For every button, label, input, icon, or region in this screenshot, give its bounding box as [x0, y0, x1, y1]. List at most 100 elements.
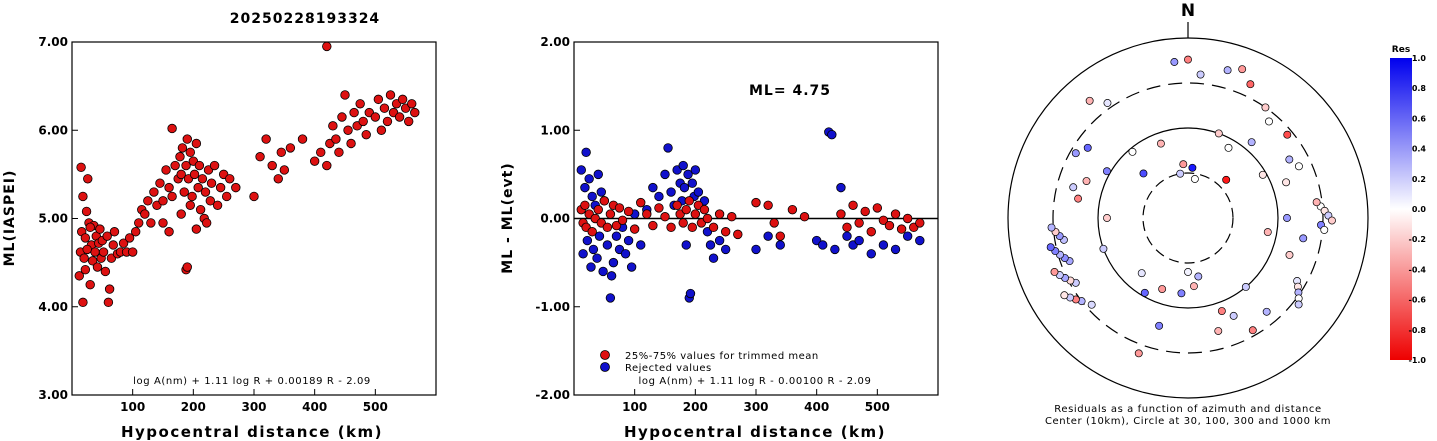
data-point	[155, 178, 165, 188]
data-point	[209, 160, 220, 171]
station-point	[1214, 327, 1223, 335]
data-point	[187, 191, 197, 202]
colorbar-tick-label: 1.0	[1412, 54, 1427, 63]
rejected-point	[580, 182, 590, 193]
data-point	[212, 200, 223, 210]
colorbar-tick-label: -1.0	[1409, 356, 1427, 365]
colorbar-tick-label: 0.8	[1412, 84, 1427, 93]
data-point	[78, 191, 88, 202]
trimmed-mean-point	[642, 209, 652, 219]
colorbar-tick-label: 0.4	[1412, 145, 1427, 154]
data-point	[92, 262, 103, 272]
data-point	[373, 94, 384, 105]
data-point	[149, 187, 159, 197]
data-point	[185, 200, 196, 210]
trimmed-mean-point	[687, 222, 698, 233]
trimmed-mean-point	[708, 222, 719, 233]
ring-1000km	[1007, 37, 1369, 399]
rejected-point	[584, 174, 594, 184]
trimmed-mean-point	[799, 212, 810, 222]
data-point	[74, 271, 84, 281]
station-point	[1262, 307, 1271, 316]
data-point	[104, 284, 115, 294]
data-point	[328, 121, 338, 131]
polar-caption-line2: Center (10km), Circle at 30, 100, 300 an…	[1045, 416, 1331, 427]
station-point	[1087, 300, 1096, 309]
data-point	[285, 143, 296, 153]
rejected-point	[720, 244, 731, 255]
data-point	[185, 147, 196, 158]
station-point	[1184, 55, 1192, 64]
station-point	[1294, 162, 1303, 171]
station-point	[1139, 169, 1148, 178]
station-point	[1283, 214, 1291, 222]
trimmed-mean-point	[720, 227, 731, 237]
trimmed-mean-point	[636, 197, 646, 208]
panel2-ylabel: ML - ML(evt)	[500, 162, 516, 273]
panel1-xlabel: Hypocentral distance (km)	[121, 423, 383, 441]
rejected-point	[866, 249, 876, 259]
data-point	[376, 125, 387, 135]
data-point	[100, 266, 111, 277]
rejected-point	[593, 169, 603, 180]
panel-ml-iaspei: ML(IASPEI) Hypocentral distance (km) log…	[2, 35, 437, 441]
data-point	[143, 196, 153, 206]
rejected-point	[854, 235, 864, 246]
trimmed-mean-point	[860, 206, 870, 217]
station-point	[1103, 99, 1112, 107]
station-point	[1156, 139, 1165, 148]
colorbar-ticks: 1.0 0.8 0.6 0.4 0.2 0.0 -0.2 -0.4 -0.6 -0.8 -1.0	[1409, 54, 1427, 365]
x-tick-label: 300	[743, 400, 768, 414]
trimmed-mean-point	[714, 209, 725, 219]
trimmed-mean-point	[890, 209, 901, 219]
station-point	[1214, 129, 1223, 138]
rejected-point	[687, 178, 698, 188]
data-point	[161, 165, 171, 175]
station-point	[1320, 225, 1329, 234]
trimmed-mean-point	[587, 227, 597, 237]
rejected-point	[578, 249, 588, 259]
trimmed-mean-point	[660, 212, 670, 222]
colorbar: Res 1.0 0.8 0.6 0.4 0.2 0.0 -0.2 -0.4 -0.6 -0.8 -1…	[1390, 45, 1426, 365]
data-point	[182, 134, 192, 144]
station-point	[1223, 66, 1232, 75]
data-point	[80, 264, 91, 275]
rejected-point	[690, 165, 701, 175]
data-point	[177, 143, 188, 153]
rejected-point	[830, 244, 840, 255]
data-point	[200, 187, 211, 197]
polar-caption-line1: Residuals as a function of azimuth and d…	[1054, 404, 1322, 415]
data-point	[170, 160, 180, 171]
panel2-legend: 25%-75% values for trimmed mean Rejected…	[600, 350, 818, 374]
rejected-point	[685, 288, 696, 299]
data-point	[81, 206, 92, 217]
trimmed-mean-point	[915, 218, 925, 228]
trimmed-mean-point	[672, 200, 682, 210]
rejected-point	[623, 235, 634, 246]
trimmed-mean-point	[769, 218, 779, 228]
data-point	[95, 224, 105, 234]
rejected-point	[620, 249, 631, 259]
rejected-point	[683, 169, 693, 180]
trimmed-mean-point	[702, 213, 713, 224]
rejected-point	[708, 253, 719, 263]
north-label: N	[1181, 1, 1195, 21]
data-point	[181, 160, 191, 171]
data-point	[205, 196, 216, 206]
trimmed-mean-point	[614, 203, 625, 213]
colorbar-tick-label: -0.8	[1409, 326, 1427, 335]
rejected-point	[596, 187, 607, 197]
data-point	[410, 107, 420, 118]
rejected-point	[663, 143, 673, 153]
panel2-ticks: 100 200 300 400 500 -2.00 -1.00 0.00 1.00 2.00	[535, 35, 889, 414]
data-point	[189, 169, 200, 180]
trimmed-mean-point	[848, 200, 858, 210]
station-point	[1158, 285, 1167, 293]
data-point	[195, 204, 206, 215]
trimmed-mean-point	[678, 218, 688, 228]
data-point	[201, 218, 212, 228]
data-point	[276, 147, 287, 158]
rejected-point	[836, 182, 846, 193]
trimmed-mean-point	[902, 213, 913, 224]
